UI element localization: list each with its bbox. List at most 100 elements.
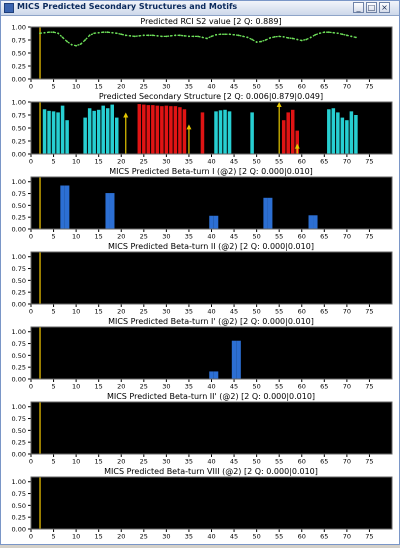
window-title: MICS Predicted Secondary Structures and … bbox=[17, 2, 238, 11]
x-tick-label: 50 bbox=[252, 383, 260, 391]
rci-s2-point bbox=[156, 34, 159, 37]
x-tick-label: 35 bbox=[185, 158, 193, 166]
x-tick-label: 30 bbox=[162, 83, 170, 91]
x-tick-label: 40 bbox=[207, 383, 215, 391]
y-tick-label: 0.25 bbox=[12, 214, 26, 222]
strand-bar bbox=[331, 108, 336, 154]
arrow-head bbox=[186, 124, 192, 130]
rci-s2-point bbox=[242, 35, 244, 38]
x-tick-label: 50 bbox=[252, 533, 260, 541]
x-tick-label: 5 bbox=[51, 233, 55, 241]
strand-bar bbox=[92, 110, 96, 154]
helix-bar bbox=[173, 106, 178, 154]
helix-bar bbox=[295, 130, 299, 154]
rci-s2-point bbox=[314, 33, 317, 36]
y-tick-label: 0.25 bbox=[12, 289, 26, 297]
rci-s2-point bbox=[233, 33, 235, 36]
beta-turn-bar bbox=[313, 215, 318, 229]
chart-title: Predicted RCI S2 value [2 Q: 0.889] bbox=[140, 17, 281, 26]
x-tick-label: 65 bbox=[320, 383, 328, 391]
x-tick-label: 70 bbox=[343, 533, 351, 541]
x-tick-label: 40 bbox=[207, 458, 215, 466]
y-tick-label: 0.75 bbox=[12, 490, 26, 498]
x-tick-label: 20 bbox=[117, 158, 125, 166]
x-tick-label: 40 bbox=[207, 158, 215, 166]
rci-s2-point bbox=[264, 39, 267, 41]
x-tick-label: 15 bbox=[95, 158, 103, 166]
x-tick-label: 75 bbox=[365, 233, 373, 241]
rci-s2-point bbox=[224, 33, 226, 36]
y-tick-label: 0.00 bbox=[12, 526, 26, 534]
x-tick-label: 35 bbox=[185, 308, 193, 316]
y-tick-label: 0.25 bbox=[12, 439, 26, 447]
x-tick-label: 60 bbox=[298, 233, 306, 241]
chart-title: MICS Predicted Beta-turn II (@2) [2 Q: 0… bbox=[108, 242, 314, 251]
y-tick-label: 0.25 bbox=[12, 514, 26, 522]
x-tick-label: 5 bbox=[51, 308, 55, 316]
x-tick-label: 45 bbox=[230, 458, 238, 466]
strand-bar bbox=[87, 108, 92, 154]
chart-title: MICS Predicted Beta-turn II' (@2) [2 Q: … bbox=[107, 392, 315, 401]
strand-bar bbox=[218, 110, 223, 154]
chart-title: MICS Predicted Beta-turn I' (@2) [2 Q: 0… bbox=[108, 317, 314, 326]
rci-s2-point bbox=[138, 34, 141, 37]
maximize-button[interactable]: □ bbox=[366, 2, 377, 13]
x-tick-label: 0 bbox=[29, 83, 33, 91]
x-tick-label: 70 bbox=[343, 308, 351, 316]
rci-s2-point bbox=[318, 32, 321, 35]
x-tick-label: 0 bbox=[29, 158, 33, 166]
y-tick-label: 0.75 bbox=[12, 112, 26, 120]
x-tick-label: 20 bbox=[117, 308, 125, 316]
beta-turn-bar bbox=[308, 215, 314, 229]
beta-turn-bar bbox=[209, 215, 214, 229]
x-tick-label: 30 bbox=[162, 308, 170, 316]
rci-s2-point bbox=[183, 34, 186, 37]
rci-s2-point bbox=[174, 34, 177, 37]
x-tick-label: 15 bbox=[95, 233, 103, 241]
plot-frame bbox=[30, 251, 393, 305]
strand-bar bbox=[65, 120, 69, 154]
x-tick-label: 50 bbox=[252, 308, 260, 316]
rci-s2-point bbox=[124, 34, 127, 37]
y-tick-label: 0.50 bbox=[12, 352, 26, 360]
rci-s2-point bbox=[251, 38, 254, 41]
helix-bar bbox=[286, 112, 290, 154]
x-tick-label: 0 bbox=[29, 308, 33, 316]
strand-bar bbox=[327, 109, 331, 154]
rci-s2-point bbox=[106, 31, 109, 34]
x-tick-label: 75 bbox=[365, 83, 373, 91]
beta-turn-bar bbox=[213, 215, 219, 229]
y-tick-label: 0.50 bbox=[12, 125, 26, 133]
x-tick-label: 20 bbox=[117, 233, 125, 241]
rci-s2-point bbox=[255, 41, 258, 43]
x-tick-label: 55 bbox=[275, 158, 283, 166]
x-tick-label: 65 bbox=[320, 158, 328, 166]
rci-s2-point bbox=[282, 35, 285, 38]
rci-s2-point bbox=[84, 39, 87, 41]
strand-bar bbox=[101, 105, 105, 154]
rci-s2-point bbox=[206, 37, 208, 40]
x-tick-label: 60 bbox=[298, 383, 306, 391]
plot-background bbox=[31, 252, 392, 304]
x-tick-label: 75 bbox=[365, 458, 373, 466]
strand-bar bbox=[110, 104, 114, 154]
x-tick-label: 60 bbox=[298, 533, 306, 541]
strand-bar bbox=[105, 108, 110, 154]
x-tick-label: 35 bbox=[185, 458, 193, 466]
x-tick-label: 5 bbox=[51, 533, 55, 541]
beta-turn-bar bbox=[231, 340, 237, 379]
title-bar[interactable]: MICS Predicted Secondary Structures and … bbox=[1, 1, 399, 16]
strand-bar bbox=[56, 112, 60, 154]
strand-bar bbox=[223, 109, 227, 154]
x-tick-label: 55 bbox=[275, 233, 283, 241]
helix-bar bbox=[155, 105, 160, 154]
minimize-button[interactable]: _ bbox=[353, 2, 364, 13]
x-tick-label: 40 bbox=[207, 83, 215, 91]
chart-title: MICS Predicted Beta-turn VIII (@2) [2 Q:… bbox=[104, 467, 318, 476]
rci-s2-point bbox=[147, 34, 150, 37]
rci-s2-point bbox=[102, 31, 105, 34]
rci-s2-point bbox=[278, 35, 281, 38]
x-tick-label: 75 bbox=[365, 383, 373, 391]
close-button[interactable]: × bbox=[379, 2, 390, 13]
x-tick-label: 40 bbox=[207, 308, 215, 316]
